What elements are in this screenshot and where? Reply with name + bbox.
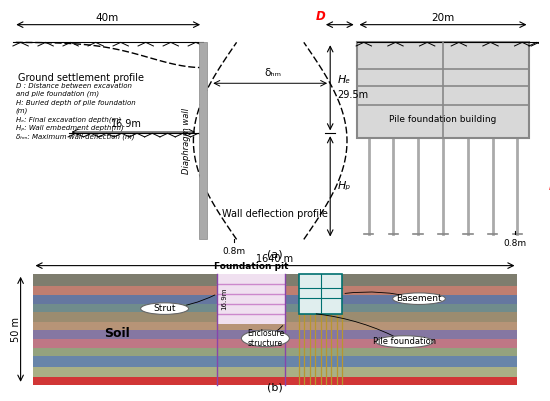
Text: Hₚ: Hₚ [337,181,350,191]
Text: 50 m: 50 m [11,317,21,342]
Bar [299,274,342,314]
Text: Basement: Basement [396,294,442,303]
Text: Pile foundation building: Pile foundation building [389,115,497,124]
Bar [32,377,518,385]
Text: Wall deflection profile: Wall deflection profile [222,209,328,219]
Bar [32,312,518,322]
Bar [32,348,518,356]
Text: 20m: 20m [431,13,455,22]
Bar [32,304,518,312]
Text: 1640 m: 1640 m [256,254,294,264]
Text: (a): (a) [267,249,283,259]
Text: Diaphragm wall: Diaphragm wall [182,108,191,174]
Text: Foundation pit: Foundation pit [214,262,288,271]
Text: 0.8m: 0.8m [503,239,526,248]
Text: (b): (b) [267,382,283,392]
Bar [32,367,518,377]
Ellipse shape [241,330,289,346]
Text: D : Distance between excavation
and pile foundation (m)
H: Buried depth of pile : D : Distance between excavation and pile… [16,83,135,140]
Text: Strut: Strut [153,304,176,313]
Text: Soil: Soil [104,327,129,340]
Ellipse shape [376,336,433,348]
Ellipse shape [141,303,189,314]
Bar [356,43,530,138]
Text: δₕₘ: δₕₘ [264,68,281,78]
Ellipse shape [393,293,446,304]
Text: 40m: 40m [95,13,119,22]
Bar [32,286,518,295]
Text: 0.8m: 0.8m [223,247,246,256]
Bar [32,356,518,367]
Text: D: D [316,10,326,22]
Text: Pile foundation: Pile foundation [373,337,436,346]
Text: 16.9m: 16.9m [221,288,227,310]
Bar [217,274,284,324]
Bar [32,274,518,286]
Text: Hₑ: Hₑ [337,75,350,85]
Text: 29.5m: 29.5m [337,90,368,100]
Bar [32,339,518,348]
Bar [199,43,207,239]
Bar [32,295,518,304]
Text: 15m: 15m [548,85,550,95]
Text: H: H [548,180,550,193]
Bar [32,322,518,330]
Text: 16.9m: 16.9m [111,119,142,129]
Text: Enclosure
structure: Enclosure structure [247,329,284,348]
Text: Ground settlement profile: Ground settlement profile [18,73,144,83]
Bar [32,330,518,339]
